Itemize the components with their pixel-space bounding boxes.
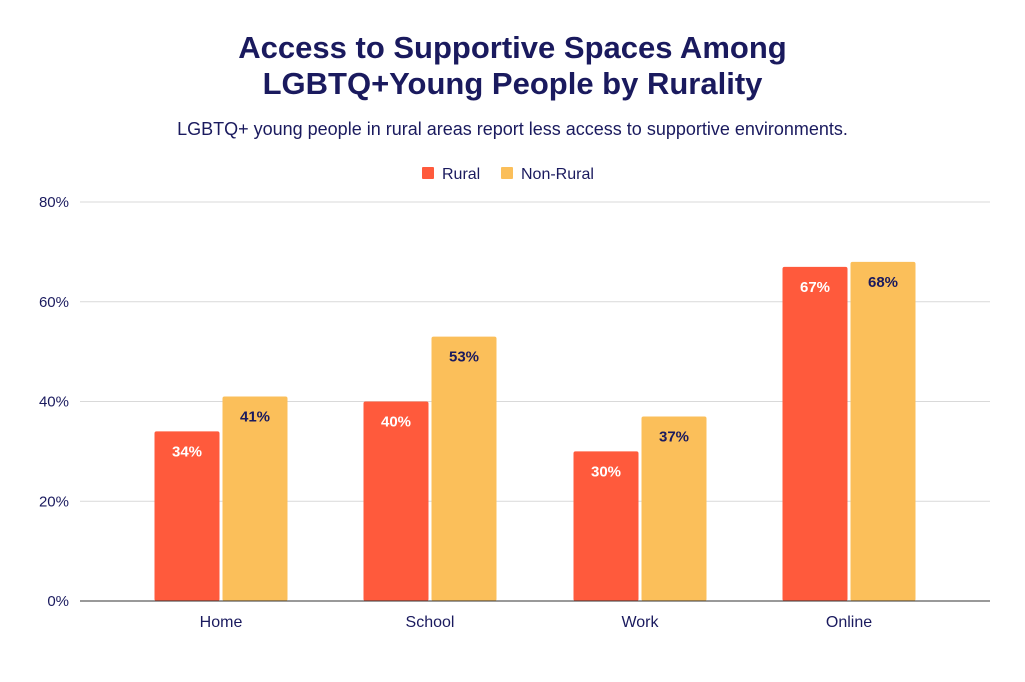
legend: Rural Non-Rural — [422, 166, 594, 183]
data-label: 34% — [172, 443, 202, 460]
bar-rural-work — [573, 451, 639, 601]
chart-title: Access to Supportive Spaces Among LGBTQ+… — [0, 30, 1025, 102]
y-tick-label: 60% — [39, 294, 69, 311]
x-tick-label: Home — [200, 614, 243, 631]
legend-swatch — [501, 167, 513, 179]
x-tick-label: Work — [621, 614, 659, 631]
legend-label: Non-Rural — [521, 166, 594, 183]
x-tick-label: School — [406, 614, 455, 631]
bar-non-rural-home — [222, 396, 288, 601]
data-label: 37% — [659, 428, 689, 445]
x-axis: Home School Work Online — [80, 600, 990, 631]
bar-rural-online — [782, 266, 848, 601]
x-tick-label: Online — [826, 614, 872, 631]
legend-label: Rural — [442, 166, 480, 183]
data-label: 67% — [800, 279, 830, 296]
bar-non-rural-online — [850, 261, 916, 601]
legend-swatch — [422, 167, 434, 179]
chart-title-line-2: LGBTQ+Young People by Rurality — [262, 66, 763, 101]
data-label: 53% — [449, 349, 479, 366]
bar-rural-school — [363, 401, 429, 601]
bar-non-rural-school — [431, 336, 497, 601]
chart-title-line-1: Access to Supportive Spaces Among — [238, 30, 787, 65]
y-tick-label: 40% — [39, 394, 69, 411]
data-label: 41% — [240, 409, 270, 426]
bars: 34% 41% 40% 53% 30% 37% 67% 68% — [154, 261, 916, 601]
bar-rural-home — [154, 431, 220, 601]
data-label: 40% — [381, 414, 411, 431]
y-tick-label: 20% — [39, 493, 69, 510]
chart-subtitle: LGBTQ+ young people in rural areas repor… — [177, 119, 848, 139]
bar-non-rural-work — [641, 416, 707, 601]
y-tick-label: 0% — [47, 593, 69, 610]
y-tick-label: 80% — [39, 194, 69, 211]
data-label: 68% — [868, 274, 898, 291]
data-label: 30% — [591, 463, 621, 480]
y-axis: 0% 20% 40% 60% 80% — [39, 194, 69, 610]
